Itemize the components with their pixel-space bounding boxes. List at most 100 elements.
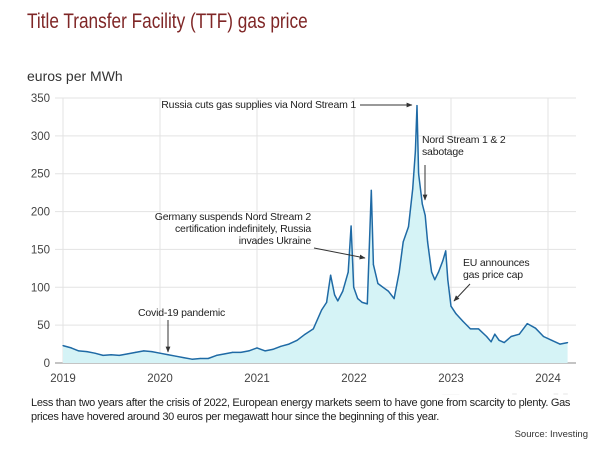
data-point (272, 348, 274, 350)
data-point (402, 241, 404, 243)
data-point (248, 350, 250, 352)
data-point (372, 263, 374, 266)
data-point (191, 358, 193, 360)
data-point (455, 313, 457, 315)
data-point (143, 350, 145, 352)
data-point (304, 333, 306, 335)
x-tick-label: 2022 (341, 373, 367, 385)
data-point (427, 241, 429, 243)
data-point (434, 279, 436, 281)
data-point (240, 351, 242, 353)
annotation-text: Russia cuts gas supplies via Nord Stream… (161, 99, 356, 111)
annotation-text: Covid-19 pandemic (138, 307, 225, 319)
watermark: Fastbull (440, 388, 570, 395)
data-point (102, 354, 104, 357)
data-point (357, 298, 359, 300)
annotation-text: invades Ukraine (239, 235, 312, 247)
y-tick-label: 150 (31, 244, 50, 256)
x-tick-label: 2019 (50, 373, 76, 385)
data-point (126, 353, 129, 355)
data-point (421, 203, 423, 205)
data-point (551, 339, 553, 341)
data-point (526, 323, 528, 325)
y-tick-label: 250 (31, 169, 50, 181)
data-point (407, 226, 410, 228)
data-point (416, 104, 418, 107)
annotation-text: EU announces (463, 257, 529, 269)
data-point (167, 354, 169, 356)
data-point (94, 352, 96, 354)
data-point (417, 173, 420, 175)
data-point (347, 271, 349, 273)
annotation-text: gas price cap (463, 269, 523, 281)
data-point (232, 351, 234, 353)
data-point (498, 339, 500, 341)
data-point (288, 343, 290, 345)
data-point (370, 189, 372, 191)
data-point (134, 351, 137, 353)
data-point (445, 250, 447, 252)
data-point (534, 327, 537, 329)
data-point (337, 300, 339, 302)
data-point (70, 347, 72, 349)
source-note: Source: Investing (514, 429, 588, 440)
data-point (199, 357, 201, 360)
annotation-text: certification indefinitely, Russia (175, 223, 311, 235)
data-point (424, 214, 426, 216)
caption: Less than two years after the crisis of … (31, 397, 571, 423)
data-point (320, 309, 323, 311)
data-point (207, 357, 209, 360)
data-point (486, 335, 488, 338)
annotation-arrow (453, 283, 471, 302)
data-point (450, 305, 452, 307)
data-point (462, 320, 464, 322)
data-point (159, 352, 161, 354)
data-point (431, 271, 433, 273)
data-point (366, 303, 368, 305)
data-point (387, 290, 389, 292)
data-point (361, 301, 363, 304)
data-point (330, 274, 332, 276)
data-point (86, 351, 88, 353)
data-point (280, 345, 282, 347)
data-point (296, 339, 298, 341)
x-tick-label: 2024 (535, 373, 561, 385)
area-fill (63, 105, 568, 363)
data-point (334, 294, 336, 296)
data-point (312, 328, 314, 330)
data-point (78, 350, 80, 352)
data-point (414, 150, 416, 152)
x-tick-label: 2021 (244, 373, 270, 385)
data-point (398, 271, 400, 273)
data-point (469, 328, 471, 330)
data-point (342, 290, 344, 292)
y-tick-label: 0 (44, 358, 50, 370)
data-point (510, 335, 512, 338)
data-point (503, 341, 505, 344)
data-point (412, 188, 414, 190)
data-point (118, 354, 120, 357)
data-point (478, 328, 480, 330)
price-line (62, 104, 568, 360)
data-point (350, 225, 352, 227)
data-point (447, 279, 449, 281)
annotation-arrow (313, 247, 366, 260)
annotation-text: sabotage (422, 146, 464, 158)
y-tick-label: 200 (31, 207, 50, 219)
data-point (437, 271, 440, 273)
data-point (377, 282, 379, 285)
x-tick-label: 2023 (438, 373, 464, 385)
y-tick-label: 100 (31, 282, 50, 294)
data-point (215, 354, 218, 357)
data-point (183, 357, 185, 359)
data-point (224, 353, 226, 355)
data-point (382, 286, 384, 288)
y-tick-label: 50 (37, 320, 50, 332)
data-point (256, 347, 258, 349)
data-point (442, 260, 444, 262)
annotation-text: Nord Stream 1 & 2 (422, 134, 506, 146)
y-tick-label: 300 (31, 131, 50, 143)
y-axis-label: euros per MWh (27, 68, 123, 84)
data-point (393, 298, 395, 300)
data-point (326, 301, 328, 304)
